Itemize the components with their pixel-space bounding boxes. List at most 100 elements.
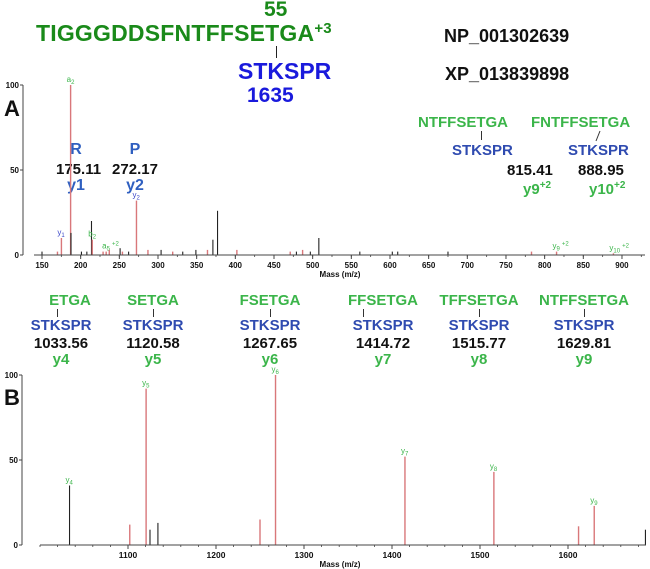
- fragment-seq: FSETGA: [239, 292, 301, 309]
- fragment-pep: STKSPR: [352, 317, 414, 334]
- fragment-seq: NTFFSETGA: [539, 292, 629, 309]
- fragment-link: [57, 309, 58, 317]
- fragment-ion: y6: [261, 351, 279, 368]
- fragment-pep: STKSPR: [553, 317, 615, 334]
- panel-label-b: B: [4, 385, 20, 410]
- svg-text:600: 600: [383, 261, 397, 270]
- ion-label: y10: [589, 181, 615, 198]
- svg-text:50: 50: [10, 166, 19, 175]
- crosslinked-site-number: 1635: [247, 84, 294, 107]
- peptide-sequence: TIGGGDDSFNTFFSETGA+3: [36, 20, 332, 47]
- fragment-ion: y9: [575, 351, 593, 368]
- svg-text:a2: a2: [67, 75, 75, 86]
- svg-text:y6: y6: [272, 365, 280, 376]
- svg-text:1400: 1400: [383, 550, 402, 560]
- fragment-mz: 1414.72: [355, 335, 411, 352]
- svg-text:500: 500: [306, 261, 320, 270]
- ion-charge: +2: [539, 180, 552, 191]
- annotation-y2: P 272.17 y2: [110, 142, 160, 194]
- svg-text:1500: 1500: [471, 550, 490, 560]
- fragment-ion: y7: [374, 351, 392, 368]
- fragment-link: [363, 309, 364, 317]
- ion-label: y2: [126, 177, 144, 194]
- svg-text:100: 100: [6, 81, 20, 90]
- annotation-y10-2-seq: FNTFFSETGA: [531, 114, 631, 131]
- annotation-y10-2-link: [595, 130, 601, 142]
- fragment-pep: STKSPR: [448, 317, 510, 334]
- svg-text:y9+2: y9+2: [553, 242, 570, 253]
- annotation-y5: SETGA STKSPR 1120.58 y5: [116, 293, 190, 367]
- svg-text:1200: 1200: [207, 550, 226, 560]
- svg-text:y7: y7: [401, 447, 409, 458]
- fragment-link: [583, 309, 585, 317]
- fragment-mz: 1120.58: [126, 335, 180, 352]
- ion-label: y1: [67, 177, 85, 194]
- residue-label: R: [70, 141, 82, 158]
- fragment-link: [152, 309, 154, 317]
- mz-value: 272.17: [112, 161, 158, 178]
- svg-text:y1: y1: [57, 228, 65, 239]
- svg-text:y9: y9: [590, 496, 598, 507]
- panel-label-a: A: [4, 96, 20, 121]
- svg-text:250: 250: [113, 261, 127, 270]
- accession-1: NP_001302639: [444, 26, 570, 46]
- crosslink-line: [276, 46, 277, 58]
- svg-text:900: 900: [615, 261, 629, 270]
- svg-text:1100: 1100: [119, 550, 138, 560]
- ion-charge: +2: [614, 180, 626, 191]
- svg-text:100: 100: [5, 371, 19, 380]
- svg-text:150: 150: [35, 261, 49, 270]
- annotation-y9-2-mz: 815.41: [507, 162, 553, 179]
- fragment-mz: 1629.81: [556, 335, 612, 352]
- chart-b-peaks: y4 y5 y6 y7 y8 y9: [66, 365, 646, 545]
- annotation-y9-2-link: [481, 131, 482, 140]
- svg-text:y4: y4: [66, 476, 74, 487]
- crosslink-site-number: 55: [264, 0, 288, 21]
- annotation-y9: NTFFSETGA STKSPR 1629.81 y9: [530, 293, 638, 367]
- svg-text:1600: 1600: [559, 550, 578, 560]
- annotation-y9-2-seq: NTFFSETGA: [418, 114, 508, 131]
- svg-text:0: 0: [14, 541, 19, 550]
- svg-text:700: 700: [461, 261, 475, 270]
- fragment-seq: FFSETGA: [348, 292, 418, 309]
- svg-text:750: 750: [499, 261, 513, 270]
- svg-text:200: 200: [74, 261, 88, 270]
- svg-text:Mass (m/z): Mass (m/z): [320, 560, 361, 569]
- svg-text:y10+2: y10+2: [609, 243, 629, 254]
- svg-text:y5: y5: [142, 379, 150, 390]
- fragment-ion: y8: [470, 351, 488, 368]
- fragment-link: [478, 309, 480, 317]
- fragment-ion: y5: [144, 351, 162, 368]
- fragment-link: [269, 309, 271, 317]
- annotation-y10-2-mz: 888.95: [578, 162, 624, 179]
- annotation-y6: FSETGA STKSPR 1267.65 y6: [232, 293, 308, 367]
- svg-text:850: 850: [577, 261, 591, 270]
- fragment-seq: ETGA: [49, 292, 91, 309]
- annotation-y9-2-ion: y9+2: [523, 180, 551, 198]
- annotation-y10-2-pep: STKSPR: [568, 142, 629, 159]
- chart-a-axes: 0 50 100 150 200 250 300 350 400 450 500 550 600 650 7…: [6, 81, 645, 279]
- svg-text:1300: 1300: [295, 550, 314, 560]
- svg-text:800: 800: [538, 261, 552, 270]
- svg-text:a5+2: a5+2: [102, 242, 119, 253]
- annotation-y1: R 175.11 y1: [56, 141, 101, 194]
- fragment-mz: 1515.77: [451, 335, 507, 352]
- svg-text:50: 50: [9, 456, 18, 465]
- fragment-ion: y4: [52, 351, 70, 368]
- svg-text:300: 300: [151, 261, 165, 270]
- svg-text:450: 450: [267, 261, 281, 270]
- annotation-y7: FFSETGA STKSPR 1414.72 y7: [340, 293, 426, 367]
- fragment-mz: 1033.56: [33, 335, 89, 352]
- accession-2: XP_013839898: [445, 64, 570, 84]
- fragment-pep: STKSPR: [122, 317, 184, 334]
- svg-text:0: 0: [15, 251, 20, 260]
- annotation-y10-2-ion: y10+2: [589, 180, 625, 198]
- svg-text:550: 550: [345, 261, 359, 270]
- svg-text:400: 400: [229, 261, 243, 270]
- svg-text:350: 350: [190, 261, 204, 270]
- peptide-charge: +3: [314, 20, 332, 37]
- peptide-text: TIGGGDDSFNTFFSETGA: [36, 20, 315, 46]
- fragment-pep: STKSPR: [239, 317, 301, 334]
